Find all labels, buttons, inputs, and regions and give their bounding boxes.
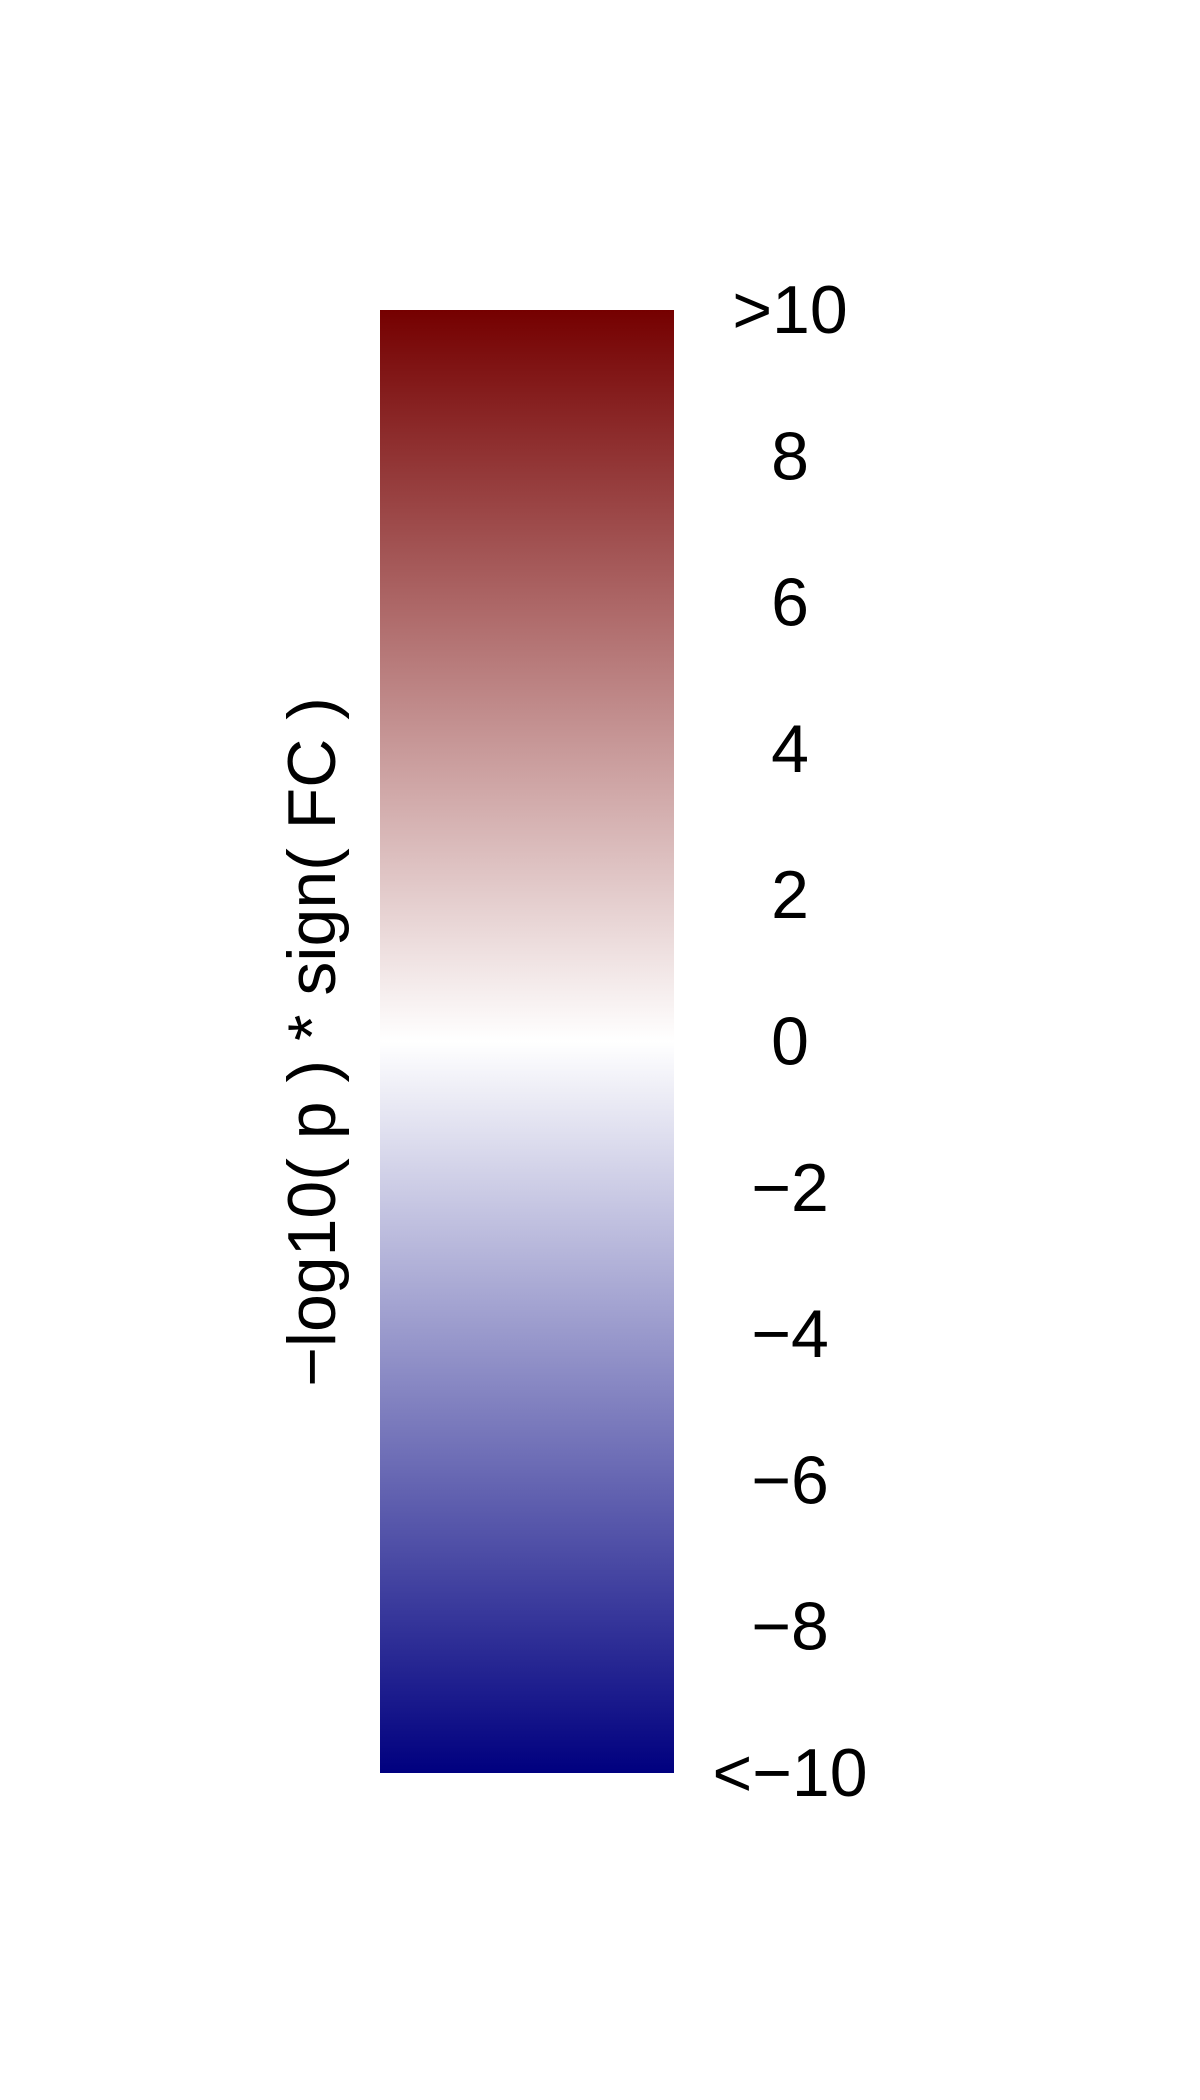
tick-label: 0 <box>771 1004 809 1080</box>
colorbar-axis-title: −log10( p ) * sign( FC ) <box>274 697 350 1387</box>
tick-label: −8 <box>751 1589 829 1665</box>
tick-label: 2 <box>771 857 809 933</box>
tick-label: 4 <box>771 711 809 787</box>
tick-label: −4 <box>751 1296 829 1372</box>
colorbar-gradient-bar <box>380 310 674 1773</box>
tick-label: >10 <box>732 272 847 348</box>
tick-label: 8 <box>771 418 809 494</box>
tick-label: 6 <box>771 565 809 641</box>
tick-label: −2 <box>751 1150 829 1226</box>
tick-label: <−10 <box>712 1735 867 1811</box>
tick-label: −6 <box>751 1442 829 1518</box>
colorbar-tick-labels: >10 8 6 4 2 0 −2 −4 −6 −8 <−10 <box>712 272 867 1811</box>
